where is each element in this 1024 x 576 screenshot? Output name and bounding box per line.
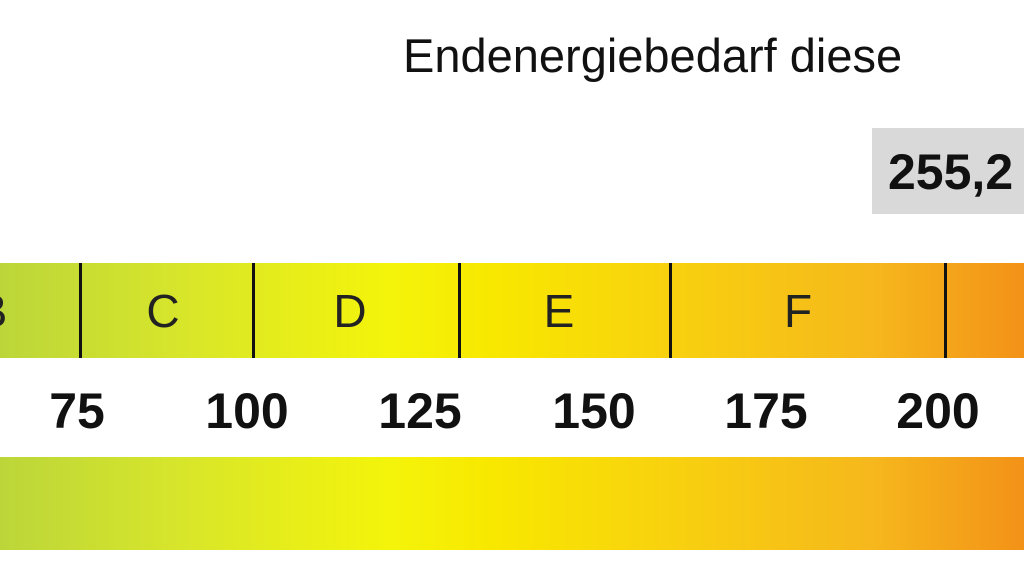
- class-divider: [669, 263, 672, 358]
- class-label: B: [0, 284, 7, 338]
- class-label: F: [783, 285, 813, 337]
- scale-label: 75: [49, 383, 105, 439]
- class-divider: [944, 263, 947, 358]
- scale-bar: [0, 457, 1024, 550]
- class-divider: [458, 263, 461, 358]
- title: Endenergiebedarf diese: [403, 29, 903, 82]
- class-label: E: [543, 285, 575, 337]
- class-label: C: [146, 285, 180, 337]
- class-divider: [79, 263, 82, 358]
- scale-label: 175: [724, 383, 808, 439]
- scale-label: 125: [378, 383, 462, 439]
- value: 255,2: [888, 144, 1014, 200]
- scale-label: 100: [205, 383, 289, 439]
- scale-label: 200: [896, 383, 980, 439]
- value-box: [872, 128, 1024, 214]
- class-bar: [0, 263, 1024, 358]
- class-label: D: [333, 285, 367, 337]
- class-divider: [252, 263, 255, 358]
- scale-label: 150: [552, 383, 636, 439]
